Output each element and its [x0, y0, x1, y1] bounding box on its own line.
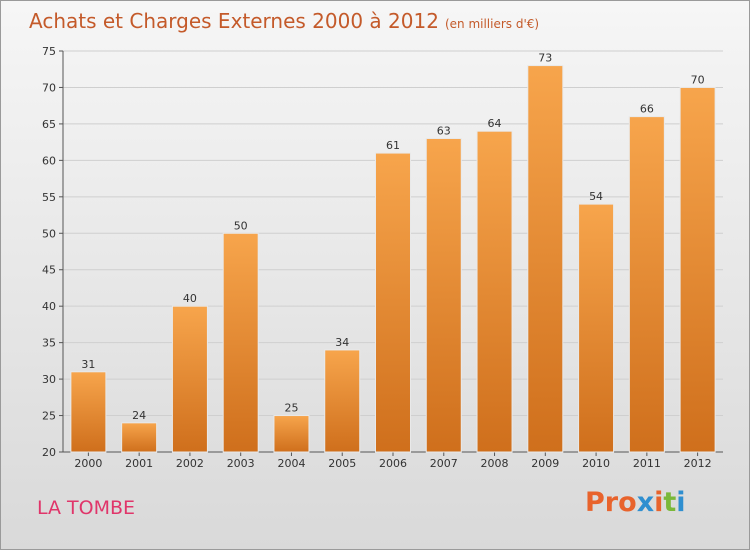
chart-title: Achats et Charges Externes 2000 à 2012 (e… [29, 9, 539, 33]
value-label-2012: 70 [691, 73, 705, 86]
y-tick-label: 25 [42, 410, 56, 423]
value-label-2000: 31 [81, 358, 95, 371]
value-label-2008: 64 [488, 117, 502, 130]
value-label-2006: 61 [386, 139, 400, 152]
y-tick-label: 45 [42, 264, 56, 277]
bar-2006 [375, 152, 411, 453]
x-tick-label-2000: 2000 [74, 457, 102, 470]
logo-letter: t [663, 487, 677, 518]
y-tick-label: 60 [42, 154, 56, 167]
x-tick-label-2008: 2008 [481, 457, 509, 470]
value-label-2007: 63 [437, 124, 451, 137]
chart-title-text: Achats et Charges Externes 2000 à 2012 [29, 9, 439, 33]
bar-2008 [476, 130, 513, 453]
x-tick-label-2012: 2012 [684, 457, 712, 470]
y-tick-label: 70 [42, 81, 56, 94]
x-tick-label-2007: 2007 [430, 457, 458, 470]
logo-letter: r [604, 487, 619, 518]
x-tick-label-2009: 2009 [531, 457, 559, 470]
bar-2004 [273, 415, 310, 453]
bar-2002 [171, 305, 208, 453]
y-tick-label: 65 [42, 118, 56, 131]
bar-2010 [578, 203, 615, 453]
value-label-2010: 54 [589, 190, 603, 203]
labels: 20 25 30 35 40 45 50 55 60 65 70 75 31 2000 24 2001 40 20… [42, 45, 712, 470]
value-label-2001: 24 [132, 409, 146, 422]
x-tick-label-2002: 2002 [176, 457, 204, 470]
bar-2011 [628, 116, 665, 453]
logo-letter: i [654, 487, 664, 518]
bar-2005 [324, 349, 361, 453]
x-tick-label-2004: 2004 [277, 457, 305, 470]
chart-subtitle: (en milliers d'€) [444, 17, 540, 31]
value-label-2009: 73 [538, 52, 552, 65]
y-tick-label: 50 [42, 227, 56, 240]
value-label-2011: 66 [640, 103, 654, 116]
y-tick-label: 30 [42, 373, 56, 386]
bar-2001 [121, 422, 158, 453]
x-tick-label-2010: 2010 [582, 457, 610, 470]
value-label-2004: 25 [284, 402, 298, 415]
bar-2000 [70, 371, 107, 453]
logo-letter: x [636, 487, 655, 518]
bars [70, 65, 716, 453]
x-tick-label-2006: 2006 [379, 457, 407, 470]
y-tick-label: 75 [42, 45, 56, 58]
y-tick-label: 55 [42, 191, 56, 204]
place-name: LA TOMBE [37, 497, 136, 519]
x-tick-label-2005: 2005 [328, 457, 356, 470]
y-tick-label: 35 [42, 337, 56, 350]
x-tick-label-2001: 2001 [125, 457, 153, 470]
value-label-2005: 34 [335, 336, 349, 349]
bar-2009 [527, 65, 564, 453]
logo-letter: i [676, 487, 686, 518]
bar-2012 [679, 86, 716, 453]
bar-2007 [425, 137, 462, 453]
y-tick-label: 40 [42, 300, 56, 313]
bar-2003 [222, 232, 259, 453]
logo-letter: P [585, 487, 605, 518]
x-tick-label-2003: 2003 [227, 457, 255, 470]
proxiti-logo: Proxiti [585, 487, 686, 518]
value-label-2002: 40 [183, 292, 197, 305]
x-tick-label-2011: 2011 [633, 457, 661, 470]
logo-letter: o [618, 487, 637, 518]
y-tick-label: 20 [42, 446, 56, 459]
value-label-2003: 50 [234, 219, 248, 232]
